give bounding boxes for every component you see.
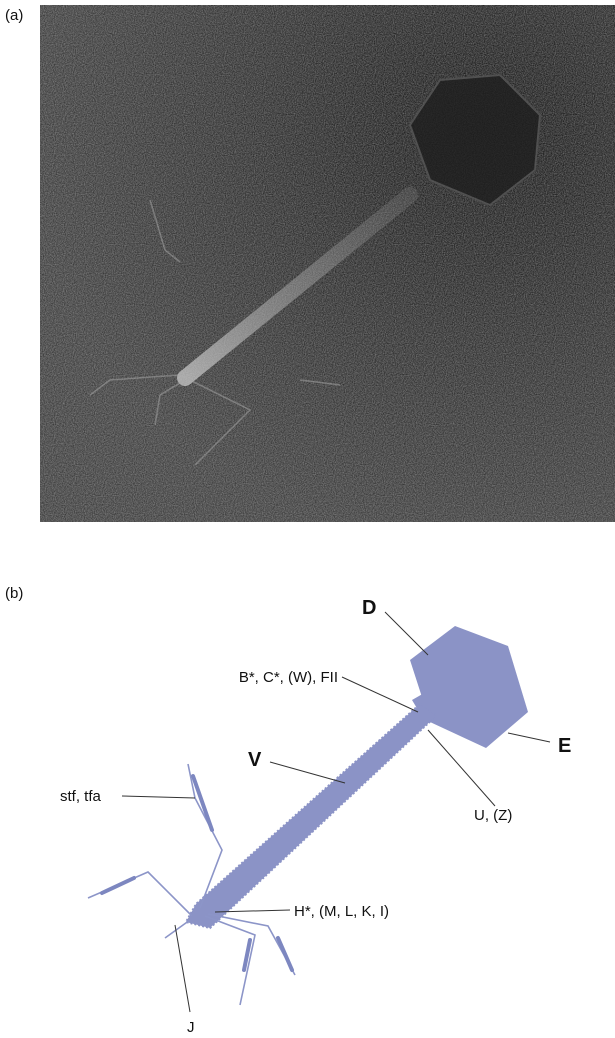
label: stf, tfa bbox=[60, 788, 102, 805]
label: J bbox=[187, 1019, 195, 1036]
label: H*, (M, L, K, I) bbox=[294, 903, 389, 920]
label: B*, C*, (W), FII bbox=[239, 669, 338, 686]
page: (a) (b) D B*, C*, (W), FII bbox=[0, 0, 615, 1038]
panel-label: (b) bbox=[5, 585, 23, 602]
label: D bbox=[362, 597, 376, 619]
micrograph bbox=[40, 5, 615, 522]
label: V bbox=[248, 749, 262, 771]
label: E bbox=[558, 735, 571, 757]
panel-label: (a) bbox=[5, 7, 23, 24]
label: U, (Z) bbox=[474, 807, 512, 824]
figure: (a) (b) D B*, C*, (W), FII bbox=[0, 0, 615, 1038]
